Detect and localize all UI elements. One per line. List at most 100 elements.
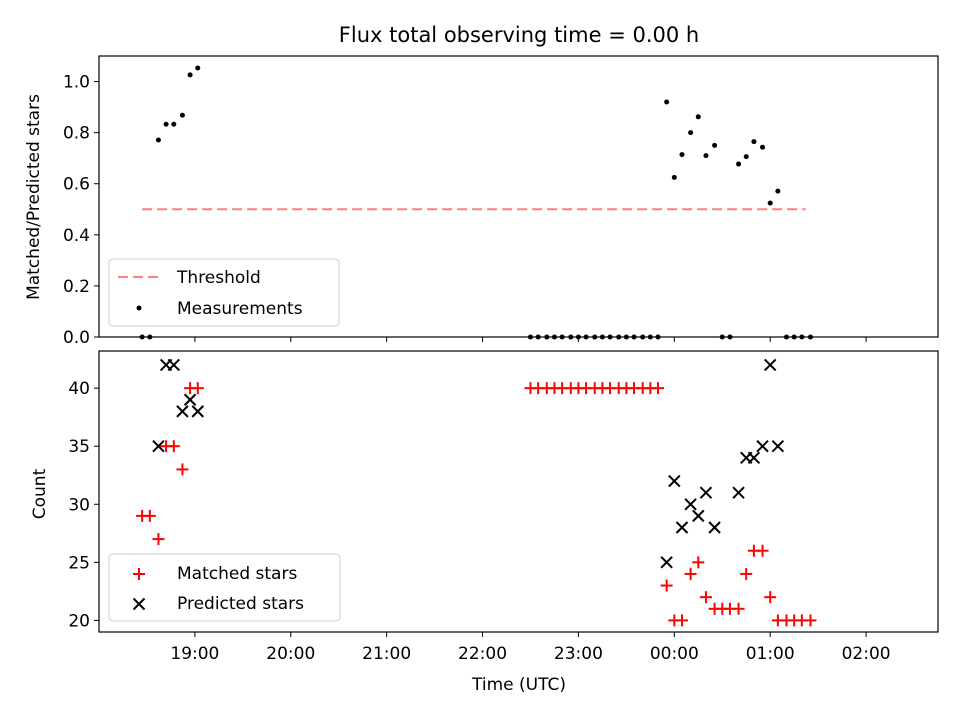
predicted-star-point bbox=[699, 486, 713, 499]
matched-star-point bbox=[740, 567, 753, 580]
predicted-star-point bbox=[176, 405, 189, 418]
x-tick-label: 20:00 bbox=[266, 644, 315, 664]
matched-star-point bbox=[176, 463, 189, 476]
measurement-point bbox=[163, 121, 169, 127]
measurement-point bbox=[671, 174, 677, 180]
predicted-star-point bbox=[763, 358, 777, 372]
count-panel: 20 25 30 35 40 19:00 20:00 21:00 22:00 23:00 00:0… bbox=[30, 350, 939, 695]
cross-stroke bbox=[699, 486, 713, 499]
measurement-point bbox=[751, 139, 757, 145]
x-tick-label: 19:00 bbox=[170, 644, 219, 664]
cross-stroke bbox=[732, 486, 745, 499]
legend-cross bbox=[132, 597, 146, 611]
measurement-point bbox=[187, 72, 193, 78]
matched-star-point bbox=[804, 614, 817, 627]
measurement-point bbox=[743, 154, 749, 160]
predicted-star-point bbox=[167, 358, 180, 372]
ratio-y-tick-label: 0.2 bbox=[63, 277, 90, 297]
x-tick-label: 00:00 bbox=[650, 644, 699, 664]
matched-star-point bbox=[152, 533, 165, 546]
matched-star-point bbox=[732, 602, 745, 615]
predicted-star-point bbox=[660, 556, 673, 569]
measurement-point bbox=[712, 142, 718, 148]
x-tick-label: 22:00 bbox=[458, 644, 507, 664]
matched-star-point bbox=[652, 382, 665, 395]
cross-stroke bbox=[771, 440, 785, 453]
chart-title: Flux total observing time = 0.00 h bbox=[339, 23, 699, 47]
count-legend: Matched stars Predicted stars bbox=[108, 553, 341, 622]
predicted-star-point bbox=[708, 521, 721, 534]
matched-star-point bbox=[699, 591, 712, 604]
matched-star-point bbox=[191, 382, 204, 395]
matched-star-point bbox=[675, 614, 688, 627]
matched-star-point bbox=[756, 544, 769, 557]
measurement-point bbox=[195, 65, 201, 71]
predicted-star-point bbox=[183, 393, 197, 406]
cross-stroke bbox=[132, 597, 146, 611]
predicted-star-point bbox=[747, 451, 761, 465]
predicted-star-point bbox=[692, 509, 705, 523]
count-y-tick-label: 30 bbox=[68, 495, 90, 515]
count-y-tick-label: 25 bbox=[68, 553, 90, 573]
cross-stroke bbox=[176, 405, 189, 418]
legend-predicted-label: Predicted stars bbox=[177, 594, 304, 614]
measurement-point bbox=[688, 130, 694, 136]
ratio-y-label: Matched/Predicted stars bbox=[24, 94, 44, 300]
count-y-tick-label: 40 bbox=[68, 379, 90, 399]
x-axis-label: Time (UTC) bbox=[471, 675, 566, 695]
ratio-panel: 0.0 0.2 0.4 0.6 0.8 1.0 Matched/Predicted sta… bbox=[24, 55, 939, 348]
ratio-plot-frame bbox=[98, 55, 939, 338]
measurement-point bbox=[155, 137, 161, 143]
ratio-legend-box bbox=[108, 258, 340, 327]
cross-stroke bbox=[747, 451, 761, 465]
matched-star-point bbox=[167, 440, 180, 453]
predicted-star-point bbox=[191, 405, 204, 418]
measurement-point bbox=[760, 144, 766, 150]
cross-stroke bbox=[708, 521, 721, 534]
matched-star-point bbox=[692, 556, 705, 569]
measurement-points bbox=[139, 65, 813, 340]
count-plot-frame bbox=[98, 350, 939, 633]
cross-stroke bbox=[167, 358, 180, 372]
measurement-point bbox=[767, 200, 773, 206]
measurement-point bbox=[679, 152, 685, 158]
x-tick-label: 23:00 bbox=[554, 644, 603, 664]
count-x-ticks: 19:00 20:00 21:00 22:00 23:00 00:00 01:00 02:00 bbox=[170, 632, 891, 664]
count-legend-box bbox=[108, 553, 341, 622]
cross-stroke bbox=[152, 440, 165, 453]
predicted-star-point bbox=[675, 521, 689, 534]
measurement-point bbox=[736, 161, 742, 167]
cross-stroke bbox=[660, 556, 673, 569]
cross-stroke bbox=[183, 393, 197, 406]
legend-plus bbox=[133, 568, 145, 580]
measurement-point bbox=[179, 112, 185, 118]
x-tick-label: 02:00 bbox=[842, 644, 891, 664]
predicted-star-point bbox=[668, 474, 681, 488]
matched-star-point bbox=[684, 567, 697, 580]
measurement-point bbox=[775, 188, 781, 194]
predicted-star-point bbox=[684, 498, 697, 511]
count-y-label: Count bbox=[30, 468, 50, 519]
predicted-star-point bbox=[756, 440, 769, 453]
cross-stroke bbox=[675, 521, 689, 534]
predicted-star-point bbox=[732, 486, 745, 499]
legend-measurements-label: Measurements bbox=[177, 299, 303, 319]
ratio-y-tick-label: 0.4 bbox=[63, 226, 90, 246]
cross-stroke bbox=[756, 440, 769, 453]
count-y-tick-label: 35 bbox=[68, 437, 90, 457]
ratio-y-tick-label: 0.0 bbox=[63, 328, 90, 348]
ratio-y-tick-label: 1.0 bbox=[63, 73, 90, 93]
cross-stroke bbox=[668, 474, 681, 488]
ratio-legend: Threshold Measurements bbox=[108, 258, 340, 327]
legend-matched-label: Matched stars bbox=[177, 564, 297, 584]
cross-stroke bbox=[684, 498, 697, 511]
predicted-star-point bbox=[771, 440, 785, 453]
legend-measurement-marker bbox=[136, 305, 142, 311]
cross-stroke bbox=[191, 405, 204, 418]
legend-predicted-marker bbox=[132, 597, 146, 611]
cross-stroke bbox=[763, 358, 777, 372]
count-y-tick-label: 20 bbox=[68, 611, 90, 631]
matched-star-points bbox=[136, 382, 817, 627]
matched-star-point bbox=[764, 591, 777, 604]
cross-stroke bbox=[692, 509, 705, 523]
